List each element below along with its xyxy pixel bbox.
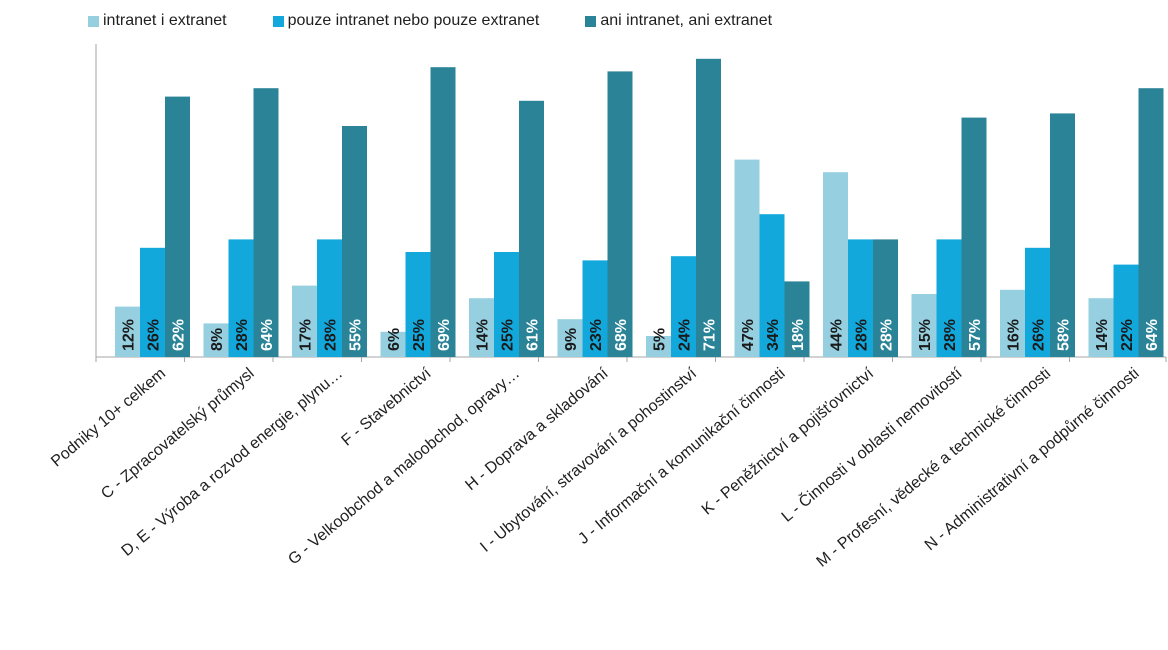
legend-label-series-3: ani intranet, ani extranet (600, 12, 773, 29)
bar (873, 239, 898, 357)
bar (1050, 113, 1075, 358)
bar (228, 239, 254, 357)
bar-value-label: 18% (790, 319, 807, 351)
bar-value-label: 57% (967, 319, 984, 351)
bar (519, 100, 544, 358)
legend-swatch-series-3 (585, 15, 597, 27)
bar (253, 88, 279, 357)
bar (696, 58, 721, 358)
bar-value-label: 34% (765, 319, 782, 351)
category-label: K - Peněžnictví a pojišťovnictví (699, 365, 878, 519)
bar (936, 239, 962, 357)
bar-value-label: 61% (525, 319, 542, 351)
bar-value-label: 28% (879, 319, 896, 351)
bar-value-label: 64% (259, 319, 276, 351)
bar-value-label: 55% (348, 319, 365, 351)
legend-swatch-series-1 (88, 15, 99, 27)
legend-swatch-series-2 (272, 15, 284, 27)
legend-label-series-2: pouze intranet nebo pouze extranet (287, 12, 540, 29)
bar-value-label: 28% (854, 319, 871, 351)
bar (784, 281, 810, 357)
bar (734, 159, 760, 357)
bar (469, 298, 494, 357)
bar (1113, 264, 1139, 357)
bar (317, 239, 342, 357)
bar-value-label: 12% (121, 319, 138, 351)
bar-value-label: 6% (386, 328, 403, 351)
bar-value-label: 47% (740, 319, 757, 351)
bar-value-label: 23% (588, 319, 605, 351)
bar-value-label: 25% (500, 319, 517, 351)
bar (911, 294, 937, 357)
bar (759, 214, 785, 357)
bar-value-label: 15% (917, 319, 934, 351)
bar (823, 172, 848, 357)
bar (582, 260, 608, 357)
legend-item-series-1: intranet i extranet (88, 12, 227, 30)
bar-value-label: 62% (171, 319, 188, 351)
category-label: H - Doprava a skladování (462, 365, 612, 494)
bar (848, 239, 873, 357)
bar (1025, 247, 1050, 357)
bar (1088, 298, 1114, 357)
legend-label-series-1: intranet i extranet (103, 12, 227, 29)
bar-value-label: 16% (1006, 319, 1023, 351)
bar-value-label: 8% (209, 328, 226, 351)
bar-value-label: 58% (1056, 319, 1073, 351)
bar-value-label: 28% (942, 319, 959, 351)
bar-value-label: 26% (146, 319, 163, 351)
bar-value-label: 25% (411, 319, 428, 351)
bar (671, 256, 696, 357)
bar (140, 247, 165, 357)
bar-value-label: 9% (563, 328, 580, 351)
bar (115, 306, 140, 357)
bar (1000, 289, 1025, 357)
legend-item-series-2: pouze intranet nebo pouze extranet (272, 12, 540, 30)
category-label: C - Zpracovatelský průmysl (98, 364, 258, 502)
bar-value-label: 69% (436, 319, 453, 351)
bar-value-label: 22% (1119, 319, 1136, 351)
bar (380, 331, 406, 357)
bar-value-label: 71% (702, 319, 719, 351)
bar-value-label: 44% (829, 319, 846, 351)
bar-value-label: 14% (1094, 319, 1111, 351)
chart-legend: intranet i extranet pouze intranet nebo … (88, 12, 818, 30)
bar-value-label: 28% (323, 319, 340, 351)
bar-value-label: 14% (475, 319, 492, 351)
bar-value-label: 64% (1144, 319, 1161, 351)
bar-value-label: 26% (1031, 319, 1048, 351)
bar-value-label: 24% (677, 319, 694, 351)
bar (203, 323, 229, 357)
bar (961, 117, 987, 357)
bar (165, 96, 190, 357)
bar (607, 71, 633, 358)
legend-item-series-3: ani intranet, ani extranet (585, 12, 772, 30)
bar (557, 319, 583, 357)
category-label: F - Stavebnictví (338, 365, 434, 450)
category-label: L - Činnosti v oblasti nemovitostí (777, 363, 966, 526)
bar (1138, 88, 1164, 357)
bar (292, 285, 317, 357)
bar (646, 336, 671, 357)
bar-value-label: 28% (234, 319, 251, 351)
bar-value-label: 68% (613, 319, 630, 351)
bar (342, 126, 367, 357)
bar (430, 67, 456, 357)
bar-value-label: 5% (652, 328, 669, 351)
bar (405, 252, 431, 357)
bar (494, 252, 519, 357)
bar-value-label: 17% (298, 319, 315, 351)
